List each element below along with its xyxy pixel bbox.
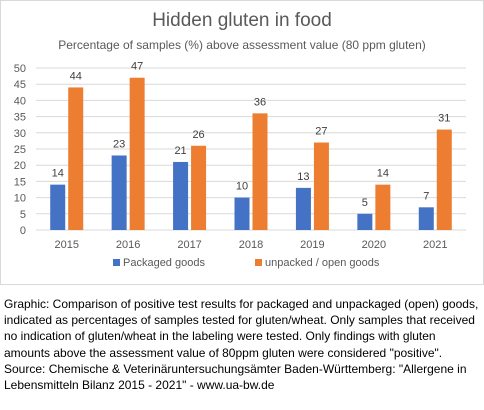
data-label: 26 bbox=[192, 129, 204, 141]
x-tick-label: 2018 bbox=[239, 239, 263, 251]
bar bbox=[418, 207, 434, 230]
data-label: 31 bbox=[438, 113, 450, 125]
bar bbox=[173, 161, 189, 230]
chart-subtitle: Percentage of samples (%) above assessme… bbox=[58, 38, 426, 52]
y-tick-label: 0 bbox=[20, 225, 26, 237]
legend-label: unpacked / open goods bbox=[265, 257, 380, 269]
legend-swatch bbox=[113, 259, 120, 266]
bar bbox=[50, 184, 66, 230]
x-tick-label: 2015 bbox=[54, 239, 78, 251]
data-label: 14 bbox=[377, 168, 389, 180]
data-label: 13 bbox=[297, 171, 309, 183]
chart-title: Hidden gluten in food bbox=[152, 10, 332, 31]
data-label: 27 bbox=[315, 126, 327, 138]
x-tick-label: 2017 bbox=[177, 239, 201, 251]
bar bbox=[234, 197, 250, 230]
y-tick-label: 40 bbox=[14, 95, 26, 107]
x-tick-label: 2016 bbox=[116, 239, 140, 251]
data-label: 10 bbox=[236, 181, 248, 193]
bar-chart: 0 5 10 15 20 25 30 35 40 45 50 14 44 2015 23 47 2016 21 26… bbox=[14, 61, 466, 269]
bar bbox=[252, 113, 268, 230]
data-label: 23 bbox=[113, 138, 125, 150]
bar bbox=[313, 142, 329, 230]
bar bbox=[68, 87, 84, 230]
legend-swatch bbox=[255, 259, 262, 266]
data-label: 7 bbox=[423, 190, 429, 202]
bar bbox=[357, 213, 373, 230]
y-tick-label: 45 bbox=[14, 79, 26, 91]
x-tick-label: 2020 bbox=[362, 239, 386, 251]
y-tick-label: 15 bbox=[14, 176, 26, 188]
bar bbox=[111, 155, 127, 230]
bar bbox=[129, 77, 145, 230]
bar bbox=[375, 184, 391, 230]
y-tick-label: 25 bbox=[14, 144, 26, 156]
data-label: 5 bbox=[362, 197, 368, 209]
y-tick-label: 35 bbox=[14, 112, 26, 124]
y-tick-label: 5 bbox=[20, 209, 26, 221]
y-tick-label: 50 bbox=[14, 63, 26, 75]
chart-caption: Graphic: Comparison of positive test res… bbox=[4, 297, 479, 393]
data-label: 47 bbox=[131, 61, 143, 73]
data-label: 21 bbox=[174, 145, 186, 157]
data-label: 14 bbox=[52, 168, 64, 180]
legend-label: Packaged goods bbox=[123, 257, 205, 269]
x-tick-label: 2019 bbox=[300, 239, 324, 251]
x-tick-label: 2021 bbox=[423, 239, 447, 251]
data-label: 44 bbox=[70, 70, 82, 82]
y-tick-label: 20 bbox=[14, 160, 26, 172]
bar bbox=[436, 129, 452, 230]
bar bbox=[191, 145, 207, 230]
y-tick-label: 30 bbox=[14, 128, 26, 140]
y-tick-label: 10 bbox=[14, 193, 26, 205]
data-label: 36 bbox=[254, 96, 266, 108]
bar bbox=[295, 187, 311, 230]
